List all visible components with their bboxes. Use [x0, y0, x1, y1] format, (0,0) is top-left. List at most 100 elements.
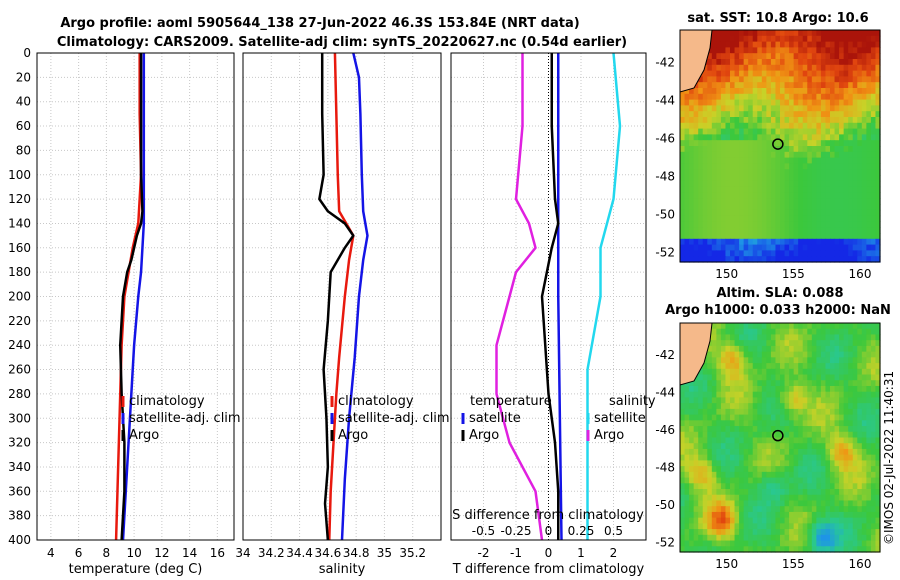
map-cell [857, 363, 863, 370]
map-cell [734, 471, 740, 479]
map-cell [775, 215, 781, 222]
map-cell [802, 460, 808, 467]
map-cell [693, 534, 699, 542]
map-cell [811, 70, 817, 77]
map-cell [793, 99, 799, 106]
map-cell [711, 368, 717, 376]
map-cell [707, 140, 713, 147]
map-cell [839, 517, 845, 524]
map-cell [816, 374, 822, 381]
map-cell [839, 357, 845, 364]
map-cell [830, 134, 836, 141]
map-cell [730, 30, 736, 37]
map-cell [798, 151, 804, 159]
map-cell [739, 105, 745, 112]
map-cell [711, 70, 717, 77]
map-cell [752, 186, 758, 193]
map-cell [811, 506, 817, 513]
map-cell [693, 437, 699, 444]
map-cell [707, 385, 713, 393]
map-cell [820, 323, 827, 330]
map-cell [807, 146, 813, 153]
map-cell [775, 175, 781, 182]
map-cell [707, 511, 713, 519]
map-cell [798, 454, 804, 461]
map-cell [766, 540, 772, 547]
map-cell [789, 134, 795, 141]
map-cell [839, 380, 845, 387]
map-cell [820, 53, 827, 60]
map-cell [875, 443, 881, 450]
map-cell [766, 238, 772, 246]
map-cell [711, 414, 717, 421]
map-cell [816, 93, 822, 101]
map-cell [807, 471, 813, 479]
map-cell [816, 328, 822, 336]
map-cell [739, 30, 745, 37]
map-cell [725, 385, 731, 393]
map-cell [848, 483, 854, 490]
map-cell [761, 374, 767, 381]
map-cell [848, 500, 854, 507]
map-cell [775, 420, 781, 427]
map-cell [770, 511, 777, 519]
map-cell [761, 426, 767, 433]
map-cell [780, 192, 786, 199]
map-cell [725, 523, 731, 530]
map-cell [857, 500, 863, 507]
map-cell [866, 238, 872, 246]
map-cell [698, 198, 704, 205]
map-cell [725, 244, 731, 251]
map-cell [720, 250, 727, 257]
map-cell [816, 227, 822, 234]
map-cell [843, 163, 849, 170]
map-cell [702, 215, 708, 222]
map-cell [757, 466, 763, 473]
map-cell [770, 76, 777, 83]
map-cell [793, 483, 799, 490]
map-cell [766, 477, 772, 484]
map-cell [748, 111, 754, 118]
map-cell [848, 403, 854, 410]
map-cell [739, 540, 745, 547]
map-cell [843, 529, 849, 536]
map-cell [766, 454, 772, 461]
map-cell [861, 437, 867, 444]
map-cell [680, 477, 686, 484]
map-cell [780, 494, 786, 502]
map-cell [807, 215, 813, 222]
map-cell [702, 209, 708, 217]
map-cell [839, 511, 845, 519]
map-cell [802, 391, 808, 399]
map-cell [716, 175, 722, 182]
map-cell [852, 204, 858, 211]
map-cell [825, 483, 831, 490]
map-cell [839, 334, 845, 341]
map-cell [680, 540, 686, 547]
map-cell [834, 169, 840, 176]
map-cell [702, 99, 708, 106]
map-cell [857, 35, 863, 43]
map-cell [848, 374, 854, 381]
map-cell [852, 88, 858, 95]
map-cell [684, 209, 690, 217]
map-cell [784, 215, 790, 222]
map-cell [730, 122, 736, 130]
map-cell [752, 157, 758, 164]
map-cell [720, 408, 727, 416]
map-cell [775, 374, 781, 381]
map-cell [739, 340, 745, 347]
map-cell [875, 163, 881, 170]
map-cell [839, 82, 845, 89]
map-cell [802, 494, 808, 502]
map-cell [870, 30, 877, 37]
map-cell [743, 500, 749, 507]
map-cell [820, 328, 827, 336]
map-cell [680, 523, 686, 530]
map-cell [816, 408, 822, 416]
map-cell [739, 70, 745, 77]
map-cell [720, 466, 727, 473]
map-cell [770, 534, 777, 542]
map-cell [734, 169, 740, 176]
map-cell [843, 227, 849, 234]
